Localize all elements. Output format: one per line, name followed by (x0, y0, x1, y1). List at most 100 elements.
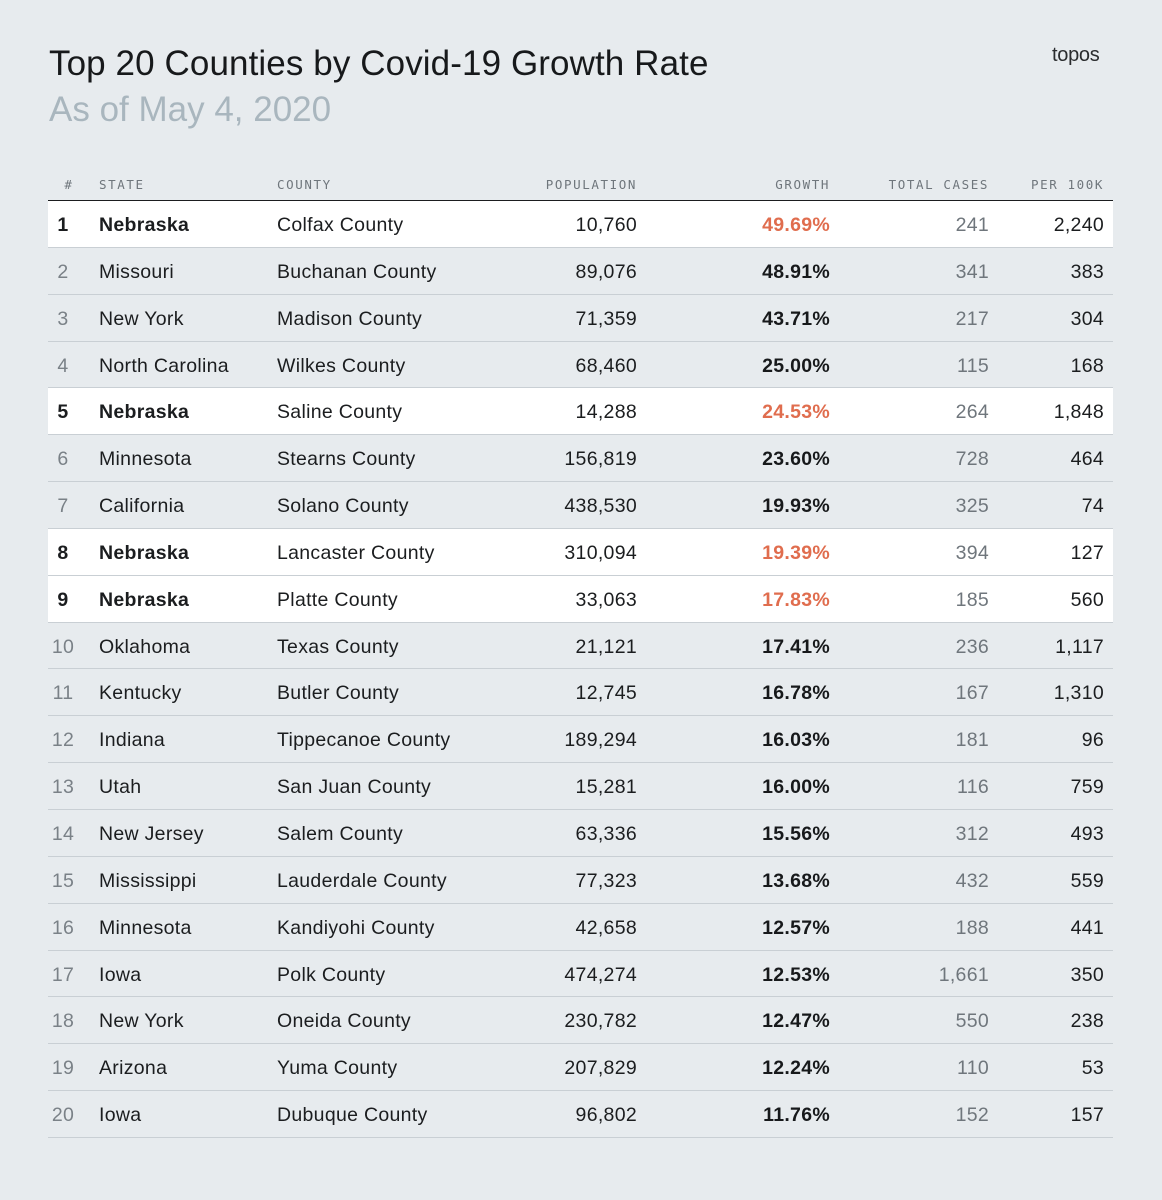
row-growth: 12.57% (762, 916, 830, 939)
row-state: Nebraska (99, 401, 190, 424)
row-rank: 9 (57, 588, 69, 611)
row-growth: 15.56% (762, 822, 830, 845)
row-population: 33,063 (575, 588, 637, 611)
table-row: 1 Nebraska Colfax County 10,760 49.69% 241 2,2… (48, 201, 1113, 248)
row-growth: 12.24% (762, 1057, 830, 1080)
table-row: 20 Iowa Dubuque County 96,802 11.76% 152 157 (48, 1091, 1113, 1138)
row-total-cases: 432 (955, 869, 989, 892)
row-population: 63,336 (575, 822, 637, 845)
table-row: 3 New York Madison County 71,359 43.71% 217 30… (48, 295, 1113, 342)
table-row: 18 New York Oneida County 230,782 12.47% 550 2… (48, 997, 1113, 1045)
row-population: 474,274 (564, 963, 637, 986)
table-header: # STATE COUNTY POPULATION GROWTH TOTAL C… (48, 170, 1113, 201)
row-per-100k: 1,117 (1055, 635, 1104, 658)
row-total-cases: 217 (955, 307, 989, 330)
table-row: 5 Nebraska Saline County 14,288 24.53% 264 1,8… (48, 388, 1113, 436)
row-county: Kandiyohi County (277, 916, 435, 939)
row-rank: 14 (51, 822, 75, 845)
row-growth: 43.71% (762, 307, 830, 330)
row-total-cases: 550 (955, 1010, 989, 1033)
row-growth: 19.93% (762, 495, 830, 518)
row-county: Lancaster County (277, 541, 435, 564)
row-state: New Jersey (99, 822, 204, 845)
row-state: Nebraska (99, 214, 190, 236)
row-total-cases: 185 (955, 588, 989, 611)
row-population: 156,819 (564, 448, 637, 471)
row-per-100k: 53 (1081, 1057, 1104, 1080)
row-growth: 16.00% (762, 776, 830, 799)
row-county: Polk County (277, 963, 386, 986)
row-per-100k: 304 (1070, 307, 1104, 330)
row-state: Utah (99, 776, 142, 799)
row-growth: 25.00% (762, 354, 830, 377)
page-subtitle: As of May 4, 2020 (49, 90, 332, 129)
row-rank: 2 (57, 260, 69, 283)
row-total-cases: 241 (955, 214, 989, 236)
row-population: 230,782 (564, 1010, 637, 1033)
row-total-cases: 325 (955, 495, 989, 518)
table-row: 2 Missouri Buchanan County 89,076 48.91% 341 3… (48, 248, 1113, 295)
row-per-100k: 157 (1070, 1104, 1104, 1127)
row-population: 71,359 (575, 307, 637, 330)
row-population: 68,460 (575, 354, 637, 377)
row-growth: 12.53% (762, 963, 830, 986)
row-per-100k: 493 (1070, 822, 1104, 845)
row-state: New York (99, 307, 184, 330)
header-per-100k: PER 100K (1030, 177, 1104, 192)
row-per-100k: 560 (1070, 588, 1104, 611)
row-per-100k: 2,240 (1053, 214, 1104, 236)
row-county: Yuma County (277, 1057, 398, 1080)
row-per-100k: 127 (1070, 541, 1104, 564)
row-state: Indiana (99, 729, 166, 752)
row-county: Platte County (277, 588, 398, 611)
row-county: Madison County (277, 307, 423, 330)
header-total-cases: TOTAL CASES (888, 177, 989, 192)
row-total-cases: 341 (955, 260, 989, 283)
row-county: Saline County (277, 401, 403, 424)
row-growth: 23.60% (762, 448, 830, 471)
header-rank: # (64, 177, 74, 192)
row-population: 14,288 (575, 401, 637, 424)
table-row: 4 North Carolina Wilkes County 68,460 25.00%… (48, 342, 1113, 389)
row-per-100k: 1,310 (1053, 682, 1104, 705)
header-county: COUNTY (277, 177, 332, 192)
row-population: 89,076 (575, 260, 637, 283)
row-state: North Carolina (99, 354, 229, 377)
row-growth: 16.03% (762, 729, 830, 752)
table-row: 8 Nebraska Lancaster County 310,094 19.39% 39… (48, 528, 1113, 576)
row-population: 310,094 (564, 541, 637, 564)
row-population: 12,745 (575, 682, 637, 705)
row-total-cases: 167 (955, 682, 989, 705)
row-per-100k: 96 (1081, 729, 1104, 752)
row-population: 15,281 (575, 776, 637, 799)
row-rank: 17 (51, 963, 75, 986)
row-total-cases: 188 (955, 916, 989, 939)
row-total-cases: 1,661 (938, 963, 989, 986)
row-county: Solano County (277, 495, 409, 518)
row-per-100k: 464 (1070, 448, 1104, 471)
row-rank: 20 (51, 1104, 75, 1127)
row-per-100k: 759 (1070, 776, 1104, 799)
row-rank: 19 (51, 1057, 75, 1080)
header-growth: GROWTH (775, 177, 830, 192)
row-total-cases: 115 (957, 354, 989, 377)
row-population: 438,530 (564, 495, 637, 518)
row-county: Stearns County (277, 448, 416, 471)
row-growth: 48.91% (762, 260, 830, 283)
row-rank: 13 (51, 776, 75, 799)
row-per-100k: 74 (1081, 495, 1104, 518)
table-row: 12 Indiana Tippecanoe County 189,294 16.03% 1… (48, 716, 1113, 764)
row-total-cases: 264 (955, 401, 989, 424)
table-row: 11 Kentucky Butler County 12,745 16.78% 167 1,… (48, 669, 1113, 717)
row-state: Nebraska (99, 588, 190, 611)
row-county: Wilkes County (277, 354, 406, 377)
row-growth: 17.41% (762, 635, 830, 658)
row-county: Salem County (277, 822, 404, 845)
row-per-100k: 559 (1070, 869, 1104, 892)
row-rank: 15 (51, 869, 75, 892)
header-state: STATE (99, 177, 145, 192)
row-county: Tippecanoe County (277, 729, 451, 752)
row-growth: 17.83% (762, 588, 830, 611)
row-rank: 11 (52, 682, 74, 705)
row-county: Dubuque County (277, 1104, 428, 1127)
